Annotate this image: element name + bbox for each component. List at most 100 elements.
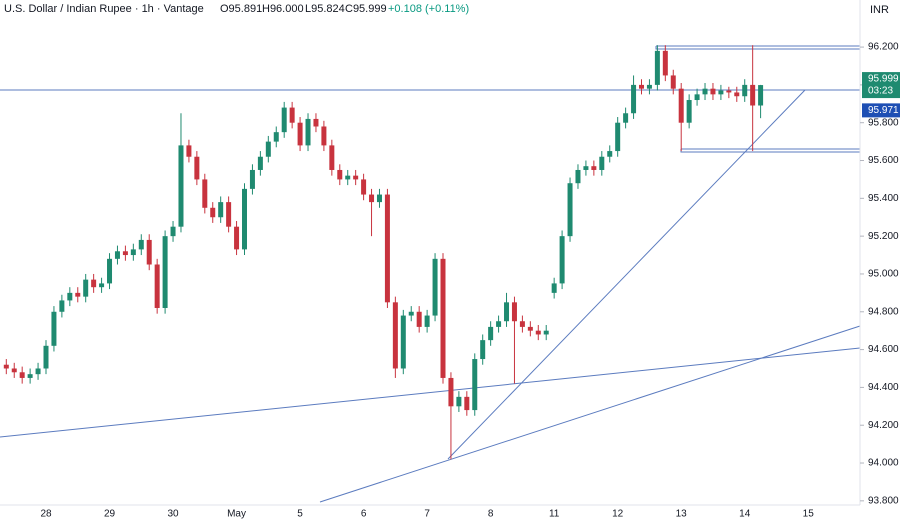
candle-body bbox=[591, 166, 597, 170]
candle-body bbox=[154, 264, 160, 308]
candle-body bbox=[27, 374, 33, 378]
candle-body bbox=[480, 340, 486, 360]
candle-body bbox=[376, 194, 382, 203]
candle-body bbox=[361, 179, 367, 195]
candle-body bbox=[488, 326, 494, 341]
candle-body bbox=[281, 107, 287, 133]
x-tick-label: 8 bbox=[488, 509, 494, 520]
ohlc-open: O95.891 bbox=[220, 3, 262, 15]
candle-body bbox=[273, 132, 279, 142]
candle-body bbox=[758, 85, 764, 106]
candle-body bbox=[11, 368, 17, 373]
y-tick-label: 95.200 bbox=[868, 231, 899, 242]
candle-body bbox=[599, 156, 605, 170]
candle-body bbox=[615, 122, 621, 152]
y-tick-label: 94.200 bbox=[868, 420, 899, 431]
candle-body bbox=[234, 226, 240, 250]
candle-body bbox=[456, 396, 462, 407]
candle-body bbox=[511, 302, 517, 322]
trendline bbox=[0, 347, 861, 438]
candle-body bbox=[432, 258, 438, 316]
candle-body bbox=[416, 311, 422, 327]
candle-body bbox=[424, 315, 430, 327]
range-top bbox=[655, 45, 860, 50]
x-tick-label: 7 bbox=[424, 509, 430, 520]
candle-body bbox=[583, 166, 589, 170]
candle-body bbox=[670, 75, 676, 89]
candle-body bbox=[43, 345, 49, 369]
x-tick-label: 28 bbox=[40, 509, 52, 520]
candle-body bbox=[551, 283, 557, 293]
candle-body bbox=[99, 283, 105, 288]
candle-body bbox=[75, 292, 81, 297]
candle-body bbox=[321, 126, 327, 146]
candle-body bbox=[35, 368, 41, 375]
candle-body bbox=[67, 292, 73, 301]
candle-body bbox=[559, 236, 565, 284]
candle-body bbox=[353, 175, 359, 180]
candle-body bbox=[742, 84, 748, 97]
candle-body bbox=[702, 88, 708, 95]
candle-body bbox=[162, 236, 168, 308]
candle-body bbox=[289, 107, 295, 123]
candle-body bbox=[662, 50, 668, 76]
candle-body bbox=[51, 311, 57, 346]
candle-body bbox=[130, 249, 136, 256]
candle-body bbox=[122, 251, 128, 256]
change: +0.108 (+0.11%) bbox=[388, 3, 469, 15]
bid-price: 95.971 bbox=[868, 105, 899, 116]
candle-body bbox=[440, 258, 446, 378]
candle-body bbox=[202, 179, 208, 208]
candle-body bbox=[392, 302, 398, 369]
x-tick-label: 5 bbox=[297, 509, 303, 520]
plot bbox=[3, 45, 764, 460]
candle-body bbox=[226, 202, 232, 227]
candle-body bbox=[504, 302, 510, 322]
candle-body bbox=[337, 169, 343, 180]
candle-body bbox=[631, 84, 637, 114]
candle-body bbox=[265, 141, 271, 157]
candle-body bbox=[146, 239, 152, 265]
x-tick-label: 14 bbox=[739, 509, 751, 520]
bid-tag bbox=[862, 103, 900, 118]
candle-body bbox=[472, 359, 478, 411]
candle-body bbox=[114, 251, 120, 259]
candle-body bbox=[313, 118, 319, 127]
candle-body bbox=[91, 279, 97, 288]
candle-body bbox=[623, 113, 629, 123]
ohlc-high: H96.000 bbox=[262, 3, 304, 15]
candle-body bbox=[607, 151, 613, 157]
candle-body bbox=[218, 202, 224, 218]
last-price: 95.999 bbox=[868, 74, 899, 85]
countdown: 03:23 bbox=[868, 86, 893, 97]
candle-body bbox=[496, 321, 502, 327]
candle-body bbox=[646, 84, 652, 89]
candle-body bbox=[107, 258, 113, 284]
currency: INR bbox=[870, 4, 889, 16]
candle-body bbox=[257, 156, 263, 170]
candle-body bbox=[400, 315, 406, 369]
candle-body bbox=[464, 396, 470, 411]
candle-body bbox=[543, 330, 549, 335]
candle-body bbox=[170, 226, 176, 237]
candle-body bbox=[734, 92, 740, 97]
y-tick-label: 94.400 bbox=[868, 382, 899, 393]
candle-body bbox=[750, 84, 756, 106]
candle-body bbox=[408, 311, 414, 316]
candle-body bbox=[242, 188, 247, 250]
y-tick-label: 93.800 bbox=[868, 495, 899, 506]
candle-body bbox=[369, 194, 375, 203]
x-tick-label: 11 bbox=[549, 509, 560, 520]
y-tick-label: 94.600 bbox=[868, 344, 899, 355]
x-tick-label: 29 bbox=[104, 509, 116, 520]
candle-body bbox=[384, 194, 390, 303]
candle-body bbox=[654, 50, 660, 85]
candle-body bbox=[297, 122, 303, 146]
y-tick-label: 95.800 bbox=[868, 117, 899, 128]
candle-body bbox=[249, 169, 255, 189]
x-tick-label: 30 bbox=[167, 509, 179, 520]
candle-body bbox=[345, 175, 351, 180]
ohlc-low: L95.824 bbox=[305, 3, 345, 15]
y-tick-label: 94.000 bbox=[868, 458, 899, 469]
